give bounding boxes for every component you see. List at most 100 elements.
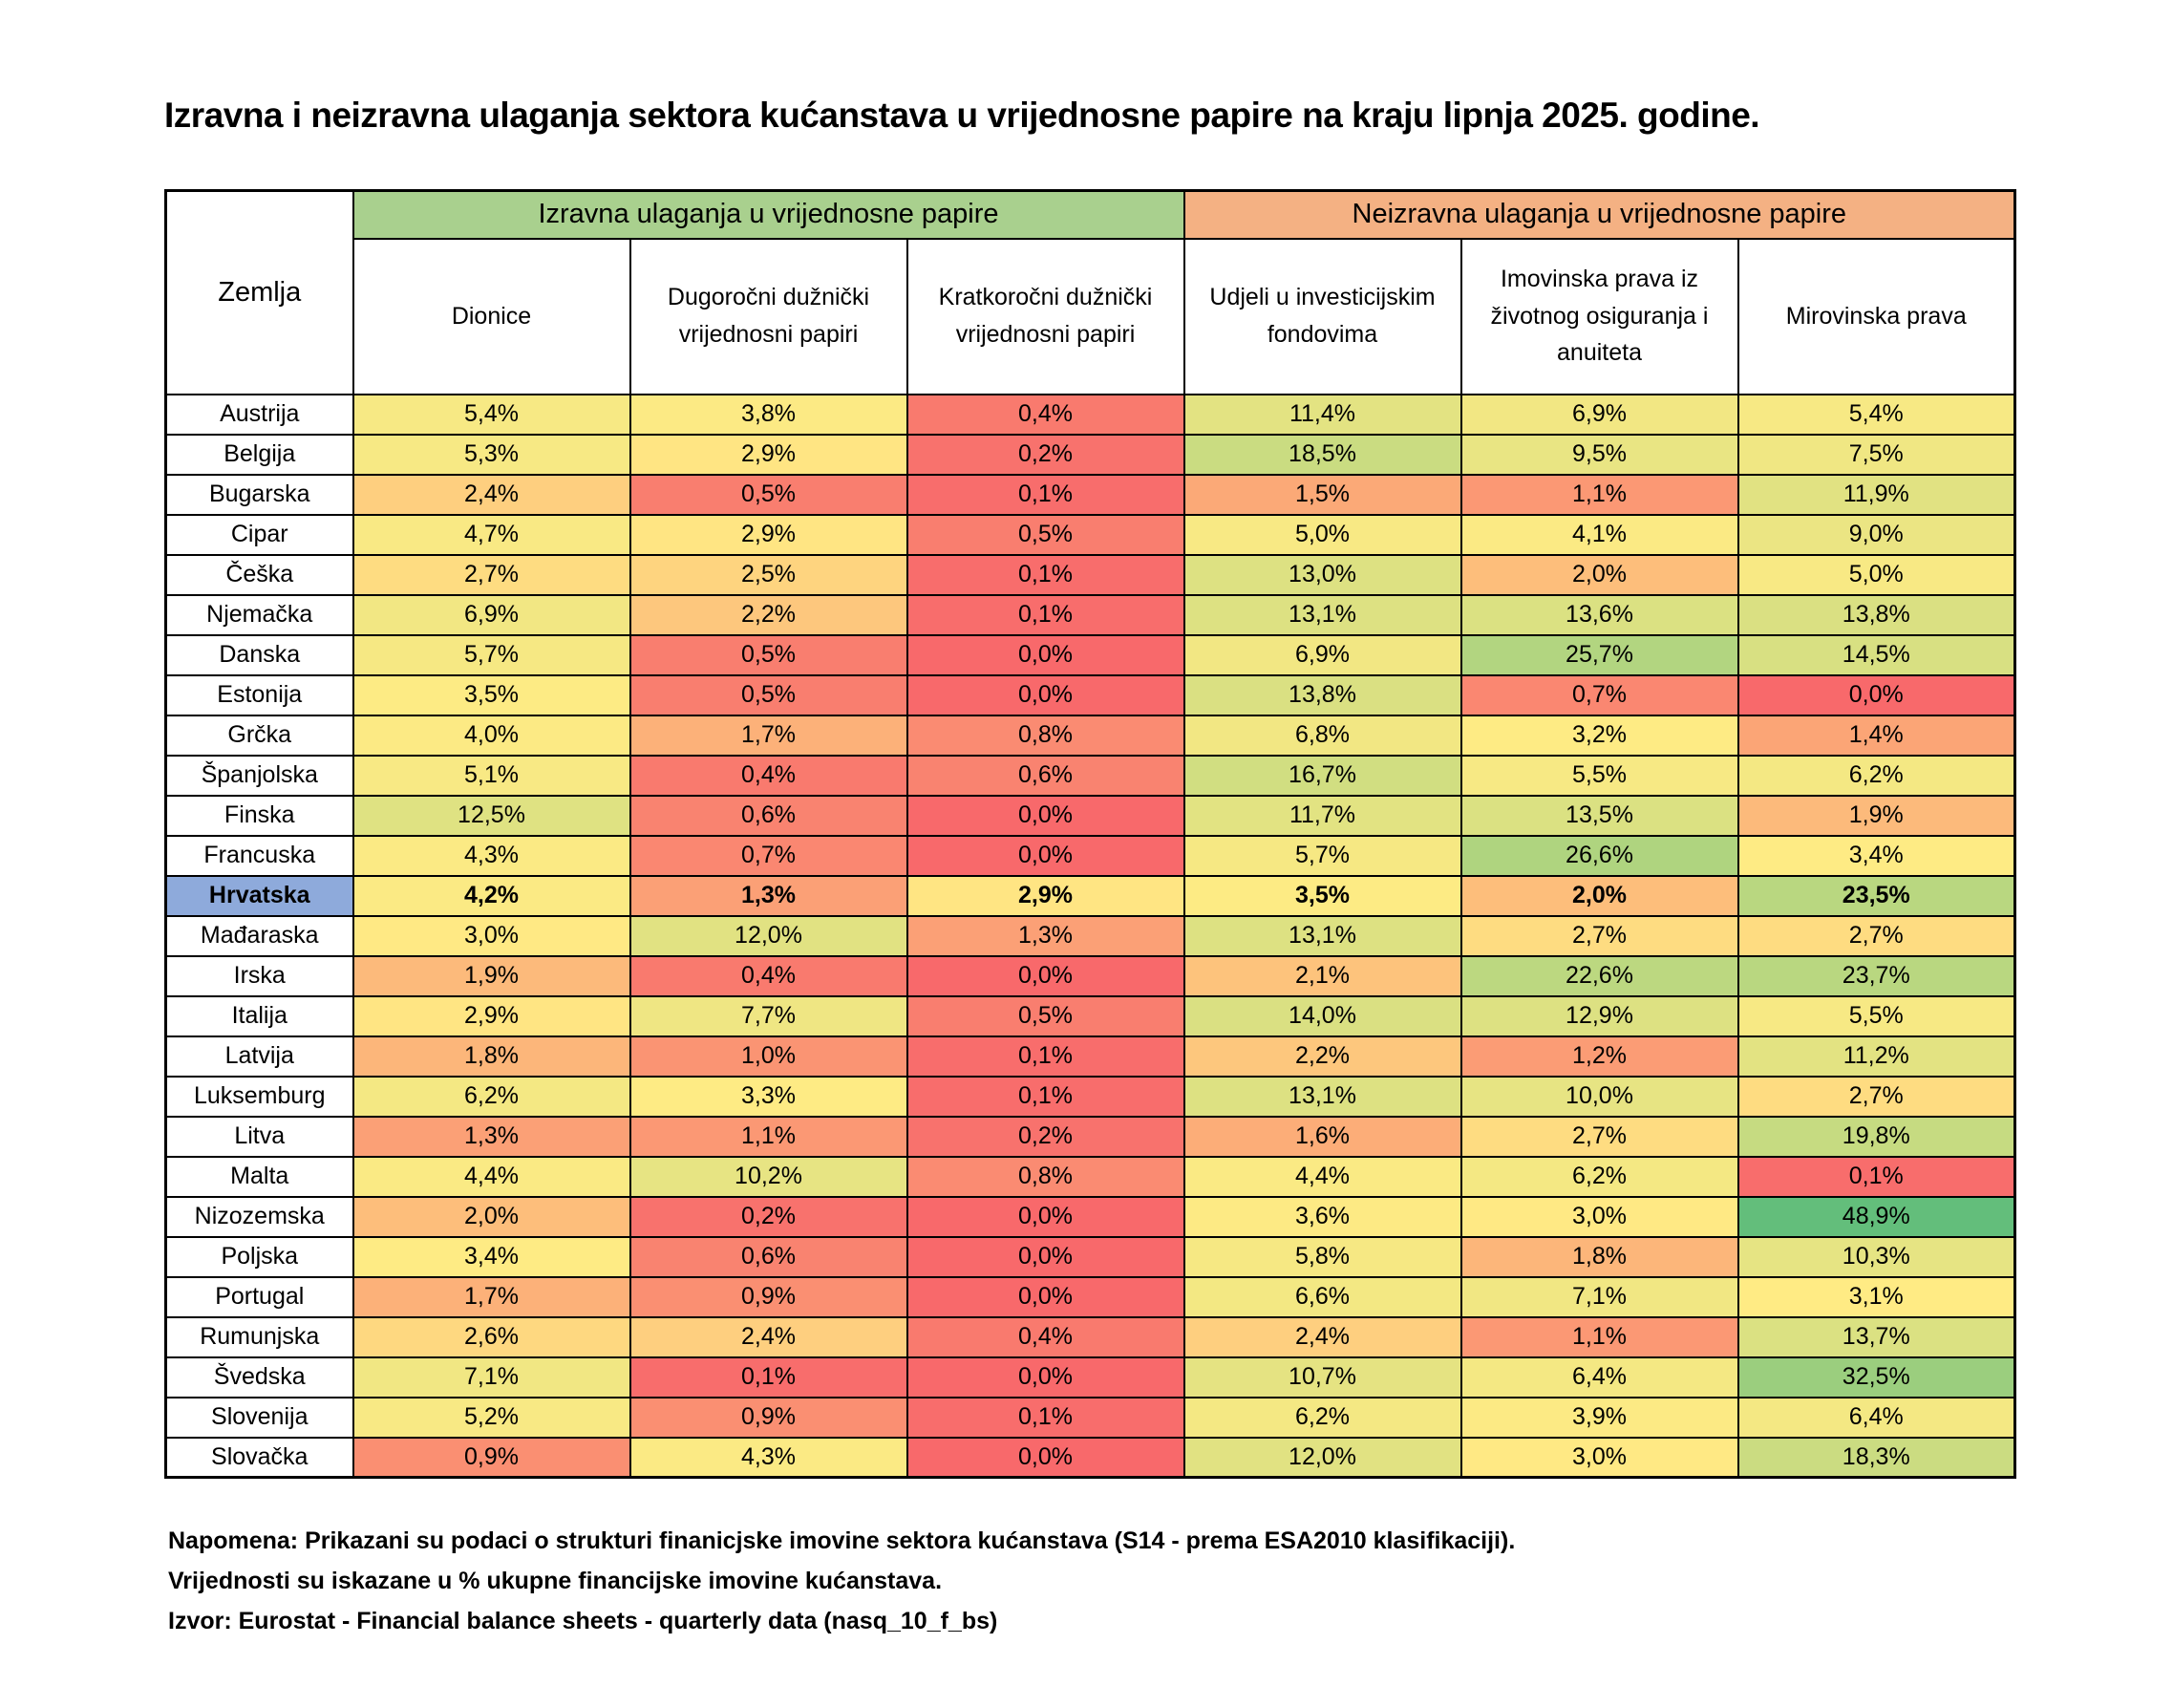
value-cell: 0,1% xyxy=(905,1075,1185,1118)
column-header-3: Kratkoročni dužnički vrijednosni papiri xyxy=(905,237,1185,395)
value-cell: 3,0% xyxy=(352,914,631,957)
value-cell: 10,7% xyxy=(1182,1356,1462,1398)
value-cell: 0,0% xyxy=(905,1275,1185,1318)
value-cell: 0,1% xyxy=(905,1035,1185,1078)
country-cell: Bugarska xyxy=(164,473,354,516)
country-cell: Poljska xyxy=(164,1235,354,1278)
value-cell: 5,0% xyxy=(1182,513,1462,556)
value-cell: 0,4% xyxy=(628,754,908,797)
country-cell: Litva xyxy=(164,1115,354,1158)
value-cell: 7,5% xyxy=(1736,433,2016,476)
value-cell: 2,0% xyxy=(1459,874,1739,917)
value-cell: 0,2% xyxy=(628,1195,908,1238)
value-cell: 1,3% xyxy=(352,1115,631,1158)
value-cell: 3,5% xyxy=(352,673,631,716)
value-cell: 0,7% xyxy=(628,834,908,877)
value-cell: 0,0% xyxy=(905,954,1185,997)
table-row-luksemburg: Luksemburg 6,2% 3,3% 0,1% 13,1% 10,0% 2,7% xyxy=(164,1075,2016,1118)
value-cell: 1,2% xyxy=(1459,1035,1739,1078)
value-cell: 0,5% xyxy=(905,513,1185,556)
value-cell: 19,8% xyxy=(1736,1115,2016,1158)
country-cell: Slovačka xyxy=(164,1436,354,1479)
value-cell: 0,1% xyxy=(905,1396,1185,1439)
table-row-finska: Finska 12,5% 0,6% 0,0% 11,7% 13,5% 1,9% xyxy=(164,794,2016,837)
page-title: Izravna i neizravna ulaganja sektora kuć… xyxy=(164,96,1760,135)
value-cell: 12,0% xyxy=(628,914,908,957)
value-cell: 23,5% xyxy=(1736,874,2016,917)
value-cell: 2,7% xyxy=(352,553,631,596)
value-cell: 32,5% xyxy=(1736,1356,2016,1398)
country-cell: Irska xyxy=(164,954,354,997)
value-cell: 3,3% xyxy=(628,1075,908,1118)
value-cell: 11,2% xyxy=(1736,1035,2016,1078)
value-cell: 1,7% xyxy=(628,714,908,757)
value-cell: 0,4% xyxy=(905,393,1185,436)
table-row-rumunjska: Rumunjska 2,6% 2,4% 0,4% 2,4% 1,1% 13,7% xyxy=(164,1315,2016,1358)
value-cell: 0,1% xyxy=(1736,1155,2016,1198)
value-cell: 7,1% xyxy=(1459,1275,1739,1318)
country-cell: Austrija xyxy=(164,393,354,436)
table-row-španjolska: Španjolska 5,1% 0,4% 0,6% 16,7% 5,5% 6,2% xyxy=(164,754,2016,797)
value-cell: 13,8% xyxy=(1182,673,1462,716)
value-cell: 13,7% xyxy=(1736,1315,2016,1358)
value-cell: 0,0% xyxy=(905,834,1185,877)
value-cell: 4,1% xyxy=(1459,513,1739,556)
value-cell: 1,1% xyxy=(1459,473,1739,516)
table-row-grčka: Grčka 4,0% 1,7% 0,8% 6,8% 3,2% 1,4% xyxy=(164,714,2016,757)
column-header-5: Imovinska prava iz životnog osiguranja i… xyxy=(1459,237,1739,395)
value-cell: 2,0% xyxy=(1459,553,1739,596)
value-cell: 0,1% xyxy=(628,1356,908,1398)
country-cell: Mađaraska xyxy=(164,914,354,957)
value-cell: 18,5% xyxy=(1182,433,1462,476)
table-row-italija: Italija 2,9% 7,7% 0,5% 14,0% 12,9% 5,5% xyxy=(164,994,2016,1037)
value-cell: 48,9% xyxy=(1736,1195,2016,1238)
value-cell: 16,7% xyxy=(1182,754,1462,797)
table-row-austrija: Austrija 5,4% 3,8% 0,4% 11,4% 6,9% 5,4% xyxy=(164,393,2016,436)
table-row-irska: Irska 1,9% 0,4% 0,0% 2,1% 22,6% 23,7% xyxy=(164,954,2016,997)
value-cell: 6,2% xyxy=(1736,754,2016,797)
value-cell: 6,9% xyxy=(1459,393,1739,436)
value-cell: 10,3% xyxy=(1736,1235,2016,1278)
value-cell: 2,7% xyxy=(1459,914,1739,957)
table-row-slovačka: Slovačka 0,9% 4,3% 0,0% 12,0% 3,0% 18,3% xyxy=(164,1436,2016,1479)
value-cell: 1,5% xyxy=(1182,473,1462,516)
value-cell: 2,9% xyxy=(905,874,1185,917)
value-cell: 0,6% xyxy=(905,754,1185,797)
value-cell: 3,4% xyxy=(1736,834,2016,877)
value-cell: 3,9% xyxy=(1459,1396,1739,1439)
value-cell: 6,2% xyxy=(352,1075,631,1118)
value-cell: 4,7% xyxy=(352,513,631,556)
table-row-malta: Malta 4,4% 10,2% 0,8% 4,4% 6,2% 0,1% xyxy=(164,1155,2016,1198)
group-header-direct-investments: Izravna ulaganja u vrijednosne papire xyxy=(352,189,1185,240)
table-row-litva: Litva 1,3% 1,1% 0,2% 1,6% 2,7% 19,8% xyxy=(164,1115,2016,1158)
value-cell: 0,1% xyxy=(905,473,1185,516)
value-cell: 3,6% xyxy=(1182,1195,1462,1238)
value-cell: 2,4% xyxy=(1182,1315,1462,1358)
value-cell: 5,5% xyxy=(1736,994,2016,1037)
table-row-bugarska: Bugarska 2,4% 0,5% 0,1% 1,5% 1,1% 11,9% xyxy=(164,473,2016,516)
table-row-portugal: Portugal 1,7% 0,9% 0,0% 6,6% 7,1% 3,1% xyxy=(164,1275,2016,1318)
value-cell: 0,0% xyxy=(905,1356,1185,1398)
value-cell: 0,0% xyxy=(905,794,1185,837)
country-cell: Francuska xyxy=(164,834,354,877)
value-cell: 2,9% xyxy=(352,994,631,1037)
footnotes: Napomena: Prikazani su podaci o struktur… xyxy=(168,1521,1515,1641)
value-cell: 1,6% xyxy=(1182,1115,1462,1158)
value-cell: 0,0% xyxy=(905,673,1185,716)
table-row-nizozemska: Nizozemska 2,0% 0,2% 0,0% 3,6% 3,0% 48,9% xyxy=(164,1195,2016,1238)
value-cell: 26,6% xyxy=(1459,834,1739,877)
value-cell: 0,9% xyxy=(628,1275,908,1318)
table-row-francuska: Francuska 4,3% 0,7% 0,0% 5,7% 26,6% 3,4% xyxy=(164,834,2016,877)
value-cell: 3,1% xyxy=(1736,1275,2016,1318)
value-cell: 10,0% xyxy=(1459,1075,1739,1118)
value-cell: 7,7% xyxy=(628,994,908,1037)
country-cell: Hrvatska xyxy=(164,874,354,917)
note-line-1: Napomena: Prikazani su podaci o struktur… xyxy=(168,1527,1516,1554)
value-cell: 4,2% xyxy=(352,874,631,917)
value-cell: 10,2% xyxy=(628,1155,908,1198)
group-header-row: Zemlja Izravna ulaganja u vrijednosne pa… xyxy=(164,189,2016,395)
note-line-3: Izvor: Eurostat - Financial balance shee… xyxy=(168,1608,998,1634)
value-cell: 0,9% xyxy=(628,1396,908,1439)
value-cell: 1,3% xyxy=(905,914,1185,957)
value-cell: 6,2% xyxy=(1459,1155,1739,1198)
